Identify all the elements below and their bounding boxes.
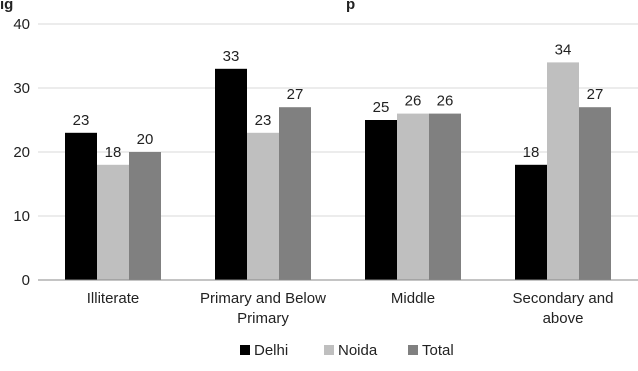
y-axis-ticks: 0 10 20 30 40 xyxy=(13,16,30,289)
data-label: 26 xyxy=(405,93,422,110)
clipped-title-fragment-left: ig xyxy=(0,0,13,13)
bar-total-2 xyxy=(429,113,461,280)
bar-total-3 xyxy=(579,107,611,280)
clipped-title-fragment-right: p xyxy=(346,0,355,13)
x-category-label: Middle xyxy=(391,290,435,307)
legend-swatch-noida xyxy=(324,345,334,355)
data-label: 33 xyxy=(223,48,240,65)
bar-noida-1 xyxy=(247,132,279,280)
y-tick-label: 0 xyxy=(22,272,30,289)
data-label: 20 xyxy=(137,131,154,148)
legend-label: Noida xyxy=(338,342,378,359)
data-label: 23 xyxy=(73,112,90,129)
x-category-label: Primary and Below xyxy=(200,290,326,307)
data-label: 23 xyxy=(255,112,272,129)
data-labels: 23 18 20 33 23 27 25 26 26 18 34 27 xyxy=(73,41,604,160)
data-label: 18 xyxy=(105,144,122,161)
bar-delhi-1 xyxy=(215,68,247,280)
bar-total-0 xyxy=(129,152,161,280)
legend-swatch-total xyxy=(408,345,418,355)
y-tick-label: 30 xyxy=(13,80,30,97)
x-category-label: Primary xyxy=(237,310,289,327)
x-axis-category-labels: Illiterate Primary and Below Primary Middle… xyxy=(87,290,614,327)
x-category-label: above xyxy=(543,310,584,327)
bars xyxy=(65,62,611,281)
data-label: 27 xyxy=(287,86,304,103)
y-tick-label: 40 xyxy=(13,16,30,33)
x-category-label: Illiterate xyxy=(87,290,140,307)
data-label: 18 xyxy=(523,144,540,161)
legend-label: Total xyxy=(422,342,454,359)
x-category-label: Secondary and xyxy=(513,290,614,307)
bar-delhi-0 xyxy=(65,132,97,280)
data-label: 26 xyxy=(437,93,454,110)
bar-noida-0 xyxy=(97,164,129,280)
bar-noida-2 xyxy=(397,113,429,280)
bar-total-1 xyxy=(279,107,311,280)
data-label: 34 xyxy=(555,41,572,58)
data-label: 25 xyxy=(373,99,390,116)
y-tick-label: 10 xyxy=(13,208,30,225)
bar-noida-3 xyxy=(547,62,579,281)
bar-delhi-2 xyxy=(365,120,397,280)
data-label: 27 xyxy=(587,86,604,103)
bar-delhi-3 xyxy=(515,164,547,280)
y-tick-label: 20 xyxy=(13,144,30,161)
legend-swatch-delhi xyxy=(240,345,250,355)
legend-label: Delhi xyxy=(254,342,288,359)
legend: Delhi Noida Total xyxy=(240,342,454,359)
